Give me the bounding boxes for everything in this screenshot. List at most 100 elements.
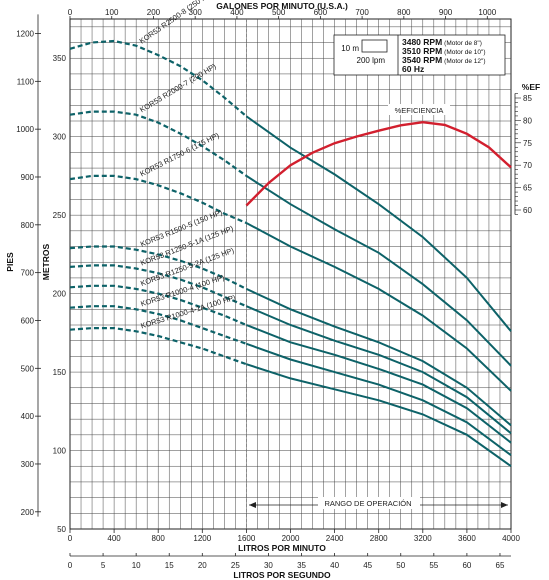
axes: 0 400 800 1200 1600 2000 2400 2800 3200 3600 40000… [16, 8, 532, 570]
legend-rpm-3: 3540 RPM (Motor de 12") [402, 55, 486, 65]
x2-tick-label: 20 [198, 561, 207, 570]
metros-tick-label: 200 [53, 290, 67, 299]
curve-label: KOR53 R2500-8 (250 HP) [138, 0, 215, 46]
curve-solid-segment [246, 363, 512, 468]
metros-axis-title: METROS [41, 243, 51, 280]
grid-lines [69, 18, 512, 530]
metros-tick-label: 100 [53, 447, 67, 456]
x-tick-label: 2800 [370, 534, 388, 543]
curve-label: KOR53 R2000-7 (200 HP) [138, 61, 218, 114]
top-tick-label: 300 [189, 8, 203, 17]
curve-dashed-segment [69, 39, 248, 118]
x2-tick-label: 25 [231, 561, 240, 570]
curve-dashed-segment [69, 174, 247, 225]
x-tick-label: 400 [107, 534, 121, 543]
x2-tick-label: 45 [363, 561, 372, 570]
top-axis-title: GALONES POR MINUTO (U.S.A.) [216, 1, 348, 11]
top-tick-label: 900 [439, 8, 453, 17]
x-tick-label: 4000 [502, 534, 520, 543]
x2-tick-label: 40 [330, 561, 339, 570]
x-tick-label: 3200 [414, 534, 432, 543]
top-tick-label: 200 [147, 8, 161, 17]
bottom-axis-title: LITROS POR MINUTO [238, 543, 326, 553]
x2-tick-label: 35 [297, 561, 306, 570]
curve-label: KOR53 R1750-6 (175 HP) [138, 130, 221, 178]
feet-tick-label: 800 [21, 221, 35, 230]
feet-tick-label: 1200 [16, 29, 34, 38]
x-tick-label: 1200 [193, 534, 211, 543]
x2-tick-label: 15 [165, 561, 174, 570]
curve-solid-segment [246, 305, 512, 435]
metros-tick-label: 300 [53, 133, 67, 142]
curve-dashed-segment [69, 245, 247, 290]
metros-tick-label: 350 [53, 54, 67, 63]
top-tick-label: 1000 [478, 8, 496, 17]
legend-scale-bottom: 200 lpm [357, 56, 386, 65]
curve-dashed-segment [69, 305, 247, 345]
curve-solid-segment [245, 287, 512, 427]
bottom-axis2-title: LITROS POR SEGUNDO [233, 570, 331, 580]
top-tick-label: 800 [397, 8, 411, 17]
feet-tick-label: 600 [21, 316, 35, 325]
curve-solid-segment [245, 175, 512, 367]
eff-tick-label: 60 [523, 206, 532, 215]
curve-dashed-segment [69, 327, 247, 366]
curve-solid-segment [245, 222, 512, 392]
curve-solid-segment [245, 115, 512, 332]
legend-frequency: 60 Hz [402, 64, 424, 74]
x-tick-label: 2000 [282, 534, 300, 543]
curve-solid-segment [246, 324, 512, 444]
legend-box: 10 m 200 lpm 3480 RPM (Motor de 8") 3510 … [333, 34, 506, 76]
feet-tick-label: 900 [21, 173, 35, 182]
x2-tick-label: 65 [496, 561, 505, 570]
feet-tick-label: 200 [21, 508, 35, 517]
efficiency-curve [245, 120, 512, 207]
curve-labels: KOR53 R2500-8 (250 HP) KOR53 R2000-7 (200… [138, 0, 238, 330]
legend-scale-box [361, 39, 388, 53]
top-tick-label: 700 [355, 8, 369, 17]
curve-dashed-segment [69, 264, 247, 308]
performance-curves [69, 39, 512, 468]
curve-dashed-segment [69, 284, 247, 327]
x2-tick-label: 30 [264, 561, 273, 570]
curve-solid-segment [246, 342, 512, 457]
top-tick-label: 400 [230, 8, 244, 17]
x-tick-label: 2400 [326, 534, 344, 543]
top-tick-label: 500 [272, 8, 286, 17]
legend-rpm-1: 3480 RPM (Motor de 8") [402, 37, 482, 47]
x2-tick-label: 5 [101, 561, 106, 570]
x-tick-label: 1600 [238, 534, 256, 543]
pies-axis-title: PIES [5, 252, 15, 272]
x2-tick-label: 60 [462, 561, 471, 570]
x2-tick-label: 10 [132, 561, 141, 570]
top-tick-label: 600 [314, 8, 328, 17]
x-tick-label: 0 [68, 534, 73, 543]
top-tick-label: 100 [105, 8, 119, 17]
x2-tick-label: 0 [68, 561, 73, 570]
feet-tick-label: 400 [21, 412, 35, 421]
feet-tick-label: 1000 [16, 125, 34, 134]
curve-dashed-segment [69, 110, 248, 177]
metros-tick-label: 250 [53, 211, 67, 220]
x2-tick-label: 50 [396, 561, 405, 570]
eff-tick-label: 80 [523, 116, 532, 125]
feet-tick-label: 700 [21, 269, 35, 278]
metros-tick-label: 50 [57, 525, 66, 534]
operating-range: RANGO DE OPERACIÓN [249, 497, 508, 509]
operating-range-label: RANGO DE OPERACIÓN [324, 499, 411, 508]
ef-axis-title: %EF [522, 82, 540, 92]
x-tick-label: 800 [152, 534, 166, 543]
legend-scale-top: 10 m [341, 44, 359, 53]
efficiency-label-group: %EFICIENCIA [388, 104, 450, 115]
feet-tick-label: 500 [21, 364, 35, 373]
metros-tick-label: 150 [53, 368, 67, 377]
top-tick-label: 0 [68, 8, 73, 17]
efficiency-curve-group [245, 120, 512, 207]
feet-tick-label: 300 [21, 460, 35, 469]
eff-tick-label: 70 [523, 161, 532, 170]
x-tick-label: 3600 [458, 534, 476, 543]
efficiency-label: %EFICIENCIA [395, 106, 444, 115]
x2-tick-label: 55 [429, 561, 438, 570]
feet-tick-label: 1100 [17, 77, 35, 86]
